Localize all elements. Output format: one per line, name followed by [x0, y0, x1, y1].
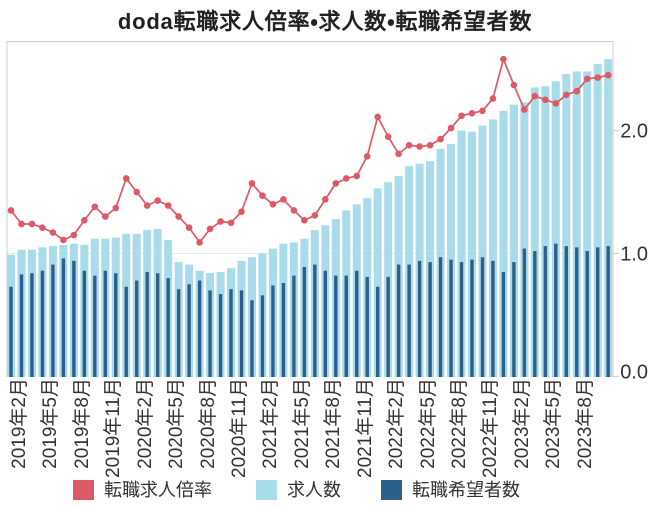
x-axis-tick-label: 2020年11月 [229, 377, 250, 478]
x-axis-tick-label: 2022年11月 [480, 377, 502, 478]
chart-title: doda転職求人倍率・求人数・転職希望者数 [117, 9, 533, 34]
x-axis-tick-label: 2021年2月 [260, 377, 282, 469]
x-axis-tick-label: 2022年2月 [386, 377, 408, 469]
bar-series-seekers [9, 243, 610, 377]
legend: 転職求人倍率 求人数 転職希望者数 [0, 479, 650, 503]
legend-swatch-ratio [73, 480, 94, 500]
line-series-ratio [10, 58, 609, 244]
x-axis-tick-label: 2019年5月 [40, 377, 62, 469]
x-axis-tick-label: 2019年8月 [71, 377, 93, 469]
x-axis-tick-label: 2023年2月 [511, 377, 533, 469]
x-axis-tick-label: 2019年11月 [103, 377, 125, 478]
y-axis-tick-label: 2.0 [620, 121, 648, 143]
x-axis-tick-label: 2021年11月 [354, 377, 376, 478]
x-axis-tick-label: 2020年8月 [197, 377, 219, 469]
line-series-ratio-markers [7, 55, 612, 246]
x-axis-tick-label: 2021年5月 [291, 377, 313, 469]
x-axis-tick-label: 2022年5月 [417, 377, 439, 469]
y-axis-tick-label: 1.0 [620, 244, 648, 266]
x-axis-tick-label: 2021年8月 [323, 377, 345, 469]
x-axis-tick-label: 2022年8月 [449, 377, 470, 469]
x-axis-tick-label: 2023年5月 [543, 377, 565, 469]
x-axis-tick-label: 2020年5月 [166, 377, 188, 469]
x-axis-tick-label: 2023年8月 [574, 377, 596, 469]
y-axis-tick-label: 0.0 [620, 362, 648, 384]
legend-label-seekers: 転職希望者数 [412, 480, 520, 500]
plot-border [6, 41, 614, 377]
legend-label-ratio: 転職求人倍率 [104, 480, 212, 500]
x-axis-tick-label: 2019年2月 [9, 377, 30, 469]
legend-swatch-seekers [381, 480, 402, 500]
x-axis-tick-label: 2020年2月 [134, 377, 156, 469]
legend-label-jobs: 求人数 [287, 480, 341, 500]
legend-swatch-jobs [256, 480, 277, 500]
